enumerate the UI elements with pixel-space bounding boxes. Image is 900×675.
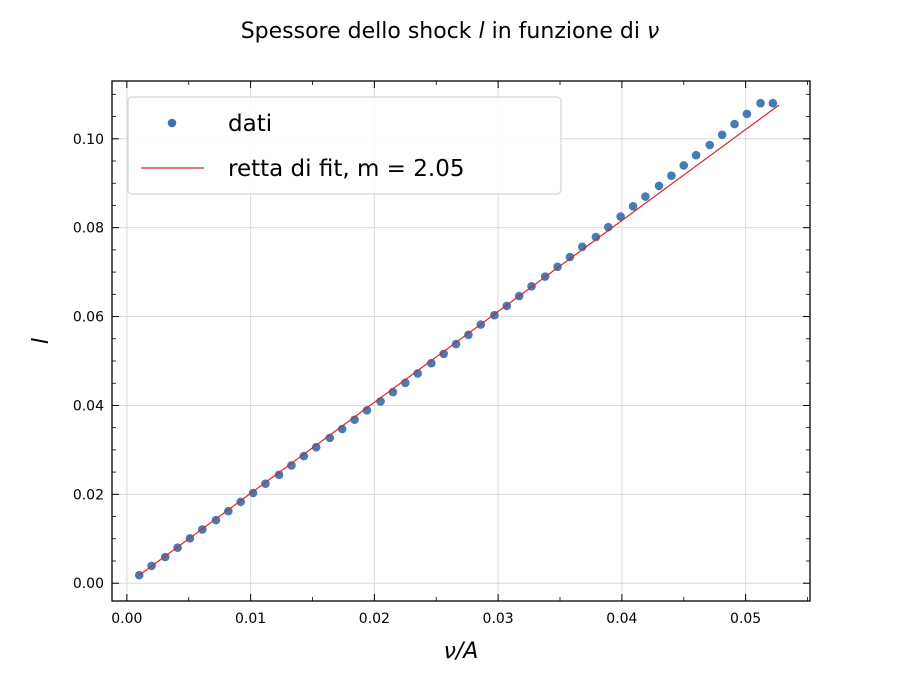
data-point-34 — [565, 252, 575, 262]
plot-frame — [111, 80, 811, 602]
chart-title: Spessore dello shock l in funzione di ν — [241, 19, 660, 44]
data-point-11 — [274, 470, 284, 480]
data-point-17 — [350, 415, 359, 424]
data-point-22 — [413, 369, 422, 378]
legend-label-0: dati — [228, 111, 272, 137]
data-point-15 — [325, 433, 335, 443]
data-point-40 — [641, 192, 650, 201]
data-points — [134, 98, 780, 580]
x-axis-label: ν/A — [444, 639, 479, 664]
y-tick-label-1: 0.02 — [73, 487, 104, 503]
y-tick-label-3: 0.06 — [73, 310, 104, 326]
x-tick-label-3: 0.03 — [483, 611, 514, 627]
title-text-2: in funzione di — [485, 19, 647, 44]
data-point-9 — [248, 488, 258, 498]
data-point-41 — [654, 181, 664, 191]
tick-labels: 0.00 0.01 0.02 0.03 0.04 0.05 0.00 0.02 0.04 0.06… — [73, 132, 761, 627]
data-point-38 — [616, 212, 625, 221]
x-tick-label-0: 0.00 — [111, 611, 142, 627]
data-point-35 — [577, 242, 587, 252]
data-point-50 — [768, 98, 778, 108]
data-point-47 — [730, 119, 739, 129]
fit-line — [138, 104, 780, 576]
data-point-39 — [628, 202, 638, 211]
grid — [112, 81, 810, 601]
y-tick-label-2: 0.04 — [73, 398, 104, 414]
data-point-24 — [439, 349, 448, 359]
data-point-13 — [299, 451, 309, 461]
data-point-36 — [591, 232, 601, 242]
data-point-16 — [337, 424, 347, 434]
data-point-12 — [287, 461, 296, 470]
y-tick-label-4: 0.08 — [73, 221, 104, 237]
x-tick-label-4: 0.04 — [606, 611, 637, 627]
x-tick-label-1: 0.01 — [235, 611, 266, 627]
axis-ticks — [112, 81, 810, 601]
y-tick-label-5: 0.10 — [73, 132, 104, 148]
y-axis-label: l — [29, 338, 54, 344]
title-nu: ν — [647, 19, 659, 44]
legend-label-1: retta di fit, m = 2.05 — [228, 156, 464, 182]
data-point-14 — [311, 442, 321, 452]
title-text-1: Spessore dello shock — [241, 19, 479, 44]
data-point-45 — [705, 140, 715, 150]
legend-marker-0 — [167, 118, 177, 128]
data-point-23 — [426, 358, 436, 368]
x-tick-label-2: 0.02 — [359, 611, 390, 627]
data-point-7 — [224, 506, 233, 516]
title-variable: l — [479, 19, 485, 44]
data-point-43 — [679, 161, 689, 170]
data-point-26 — [464, 330, 473, 340]
data-point-42 — [667, 171, 676, 180]
data-point-25 — [451, 339, 461, 349]
data-point-18 — [362, 406, 372, 415]
data-point-44 — [691, 150, 701, 160]
data-point-49 — [756, 98, 765, 108]
x-tick-label-5: 0.05 — [730, 611, 761, 627]
y-tick-label-0: 0.00 — [73, 576, 104, 592]
legend: dati retta di fit, m = 2.05 — [127, 96, 562, 195]
legend-box — [127, 96, 562, 195]
data-point-48 — [742, 109, 752, 119]
data-point-46 — [717, 130, 727, 140]
